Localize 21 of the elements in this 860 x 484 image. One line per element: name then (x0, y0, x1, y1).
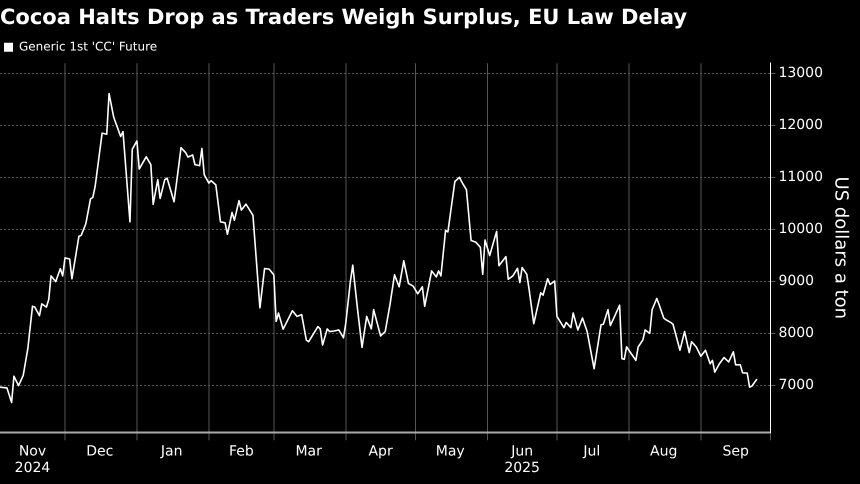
x-tick-label: Feb (228, 443, 254, 460)
y-tick-label: 11000 (778, 169, 824, 186)
x-tick-label: May (436, 443, 465, 460)
y-tick-label: 7000 (778, 377, 814, 394)
x-tick-label: Dec (86, 443, 114, 460)
x-tick-label: Aug (650, 443, 678, 460)
y-tick-label: 10000 (778, 221, 824, 238)
legend-label: Generic 1st 'CC' Future (19, 39, 158, 54)
x-tick-label: Jul (582, 443, 600, 460)
y-tick-label: 13000 (778, 65, 824, 82)
x-tick-label: Apr (368, 443, 393, 460)
y-tick-label: 9000 (778, 273, 814, 290)
x-tick-label: Jan (160, 443, 183, 460)
x-tick-label: Sep (722, 443, 749, 460)
x-tick-label: Jun 2025 (504, 443, 540, 476)
x-tick-label: Mar (295, 443, 322, 460)
chart-title: Cocoa Halts Drop as Traders Weigh Surplus, EU Law Delay (0, 5, 688, 30)
y-tick-label: 8000 (778, 325, 814, 342)
x-tick-label: Nov 2024 (14, 443, 50, 476)
y-axis-title: US dollars a ton (830, 176, 852, 320)
y-tick-label: 12000 (778, 117, 824, 134)
